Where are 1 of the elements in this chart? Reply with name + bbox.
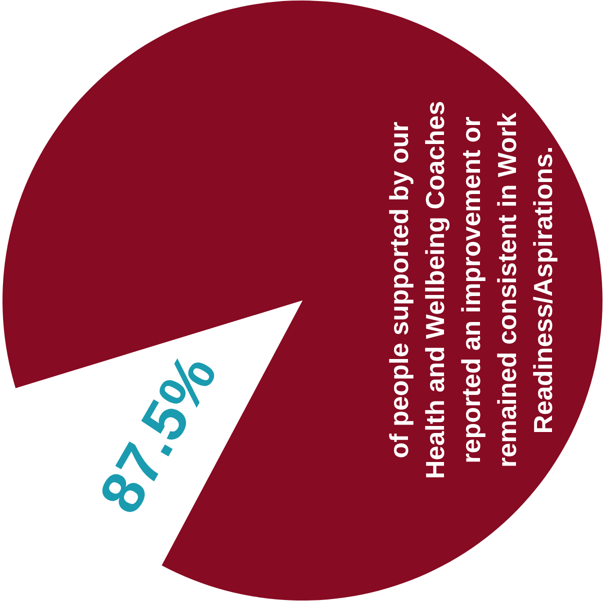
text: of people supported by our Health and Wellbeing Coaches reported an improvement or remained consistent in Work Readiness/Aspirations.	[384, 100, 558, 480]
